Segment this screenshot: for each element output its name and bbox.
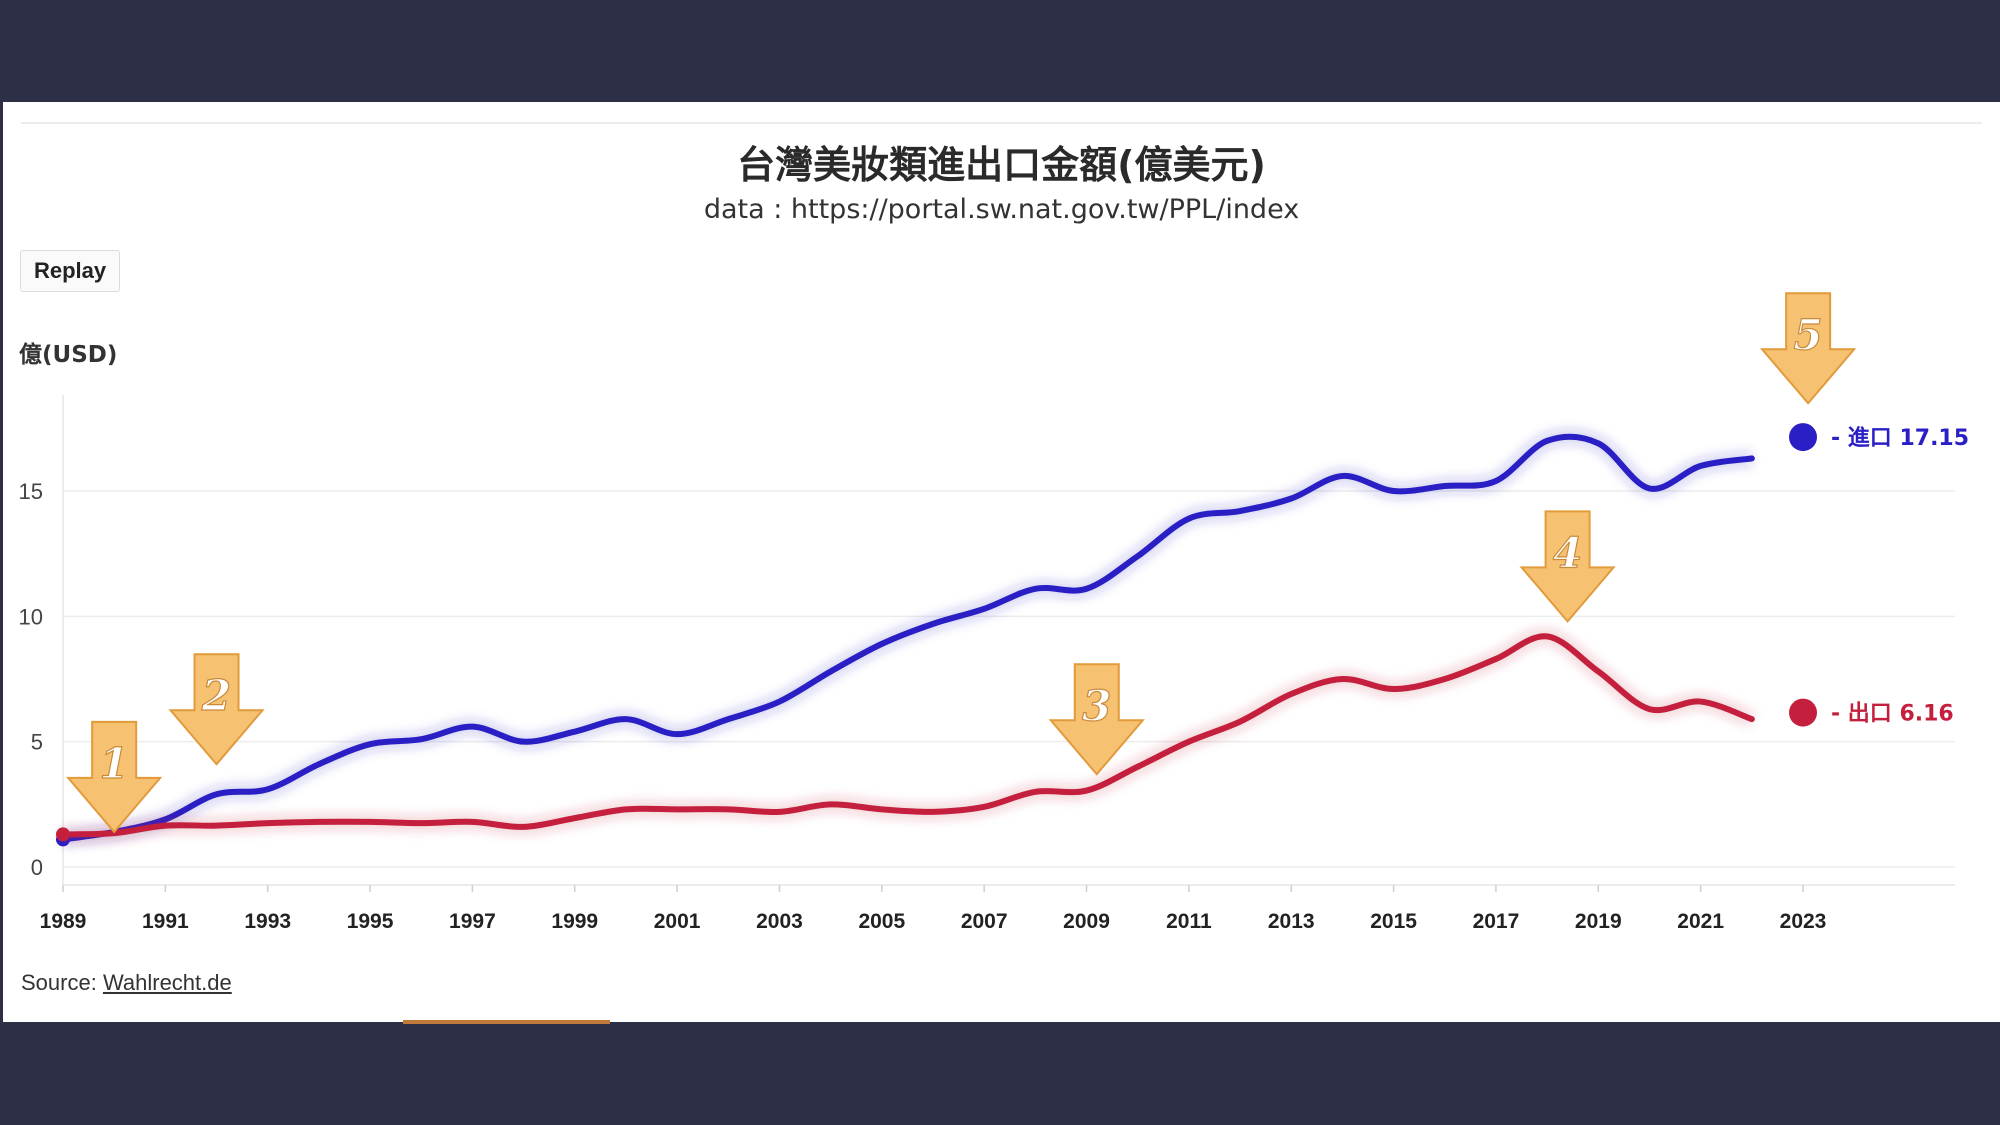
arrow-shape (168, 653, 265, 766)
chart-title: 台灣美妝類進出口金額(億美元) (737, 143, 1266, 187)
annotation-arrow-4: 4 (1519, 510, 1616, 623)
arrow-number: 4 (1553, 528, 1582, 577)
x-tick-label: 2013 (1268, 910, 1315, 933)
y-tick-label: 5 (31, 730, 43, 755)
annotation-arrow-1: 1 (66, 720, 163, 834)
arrow-shape (66, 720, 163, 834)
arrow-number: 5 (1794, 310, 1823, 359)
x-tick-label: 2017 (1473, 910, 1520, 933)
series-glow (62, 628, 1755, 843)
source-link[interactable]: Wahlrecht.de (102, 970, 232, 995)
divider (21, 122, 1982, 124)
replay-button[interactable]: Replay (20, 250, 121, 292)
series-line (60, 433, 1755, 843)
x-tick-label: 2015 (1370, 910, 1417, 933)
y-tick-label: 10 (19, 604, 43, 629)
arrow-shape (1759, 292, 1857, 405)
x-tick-label: 1989 (40, 910, 87, 933)
source-note: Source: Wahlrecht.de (21, 970, 232, 996)
y-tick-label: 15 (19, 479, 43, 504)
x-tick-label: 2009 (1063, 910, 1110, 933)
x-tick-label: 2007 (961, 910, 1008, 933)
y-grid (62, 395, 1955, 886)
arrow-number: 3 (1082, 681, 1111, 730)
series-glow (61, 428, 1753, 848)
x-tick-label: 2005 (858, 910, 905, 933)
timeline-progress (403, 1020, 610, 1024)
source-prefix: Source: (21, 970, 103, 995)
x-tick-label: 1993 (244, 910, 291, 933)
x-tick-label: 1999 (551, 910, 598, 933)
y-tick-label: 0 (31, 855, 43, 880)
x-tick-label: 2001 (654, 910, 701, 933)
x-tick-label: 1995 (347, 910, 394, 933)
arrow-number: 1 (100, 739, 129, 788)
series-layer: - 進口 17.15 - 出口 6.16 (56, 423, 1969, 848)
series-end-point (1789, 698, 1817, 727)
x-tick-label: 2011 (1166, 910, 1212, 933)
annotation-arrow-2: 2 (168, 653, 265, 766)
arrow-number: 2 (201, 671, 231, 720)
series-進口: - 進口 17.15 (56, 423, 1969, 848)
arrow-shape (1519, 510, 1616, 623)
y-axis-label: 億(USD) (19, 341, 117, 368)
y-axis: 0 5 10 15 (19, 479, 43, 880)
x-tick-label: 1997 (449, 910, 496, 933)
annotation-arrow-3: 3 (1048, 663, 1145, 776)
arrow-shape (1048, 663, 1145, 776)
annotation-arrow-5: 5 (1759, 292, 1857, 405)
series-出口: - 出口 6.16 (56, 628, 1954, 843)
annotation-arrows: 1 2 3 4 5 (66, 292, 1857, 834)
series-end-point (1789, 423, 1817, 452)
chart-panel: 台灣美妝類進出口金額(億美元) data : https://portal.sw… (3, 102, 2000, 1022)
x-tick-label: 2021 (1677, 910, 1724, 933)
series-line (60, 633, 1755, 838)
x-tick-label: 1991 (142, 910, 189, 933)
x-tick-label: 2023 (1780, 910, 1827, 933)
x-tick-label: 2019 (1575, 910, 1622, 933)
series-start-point (56, 827, 70, 842)
series-end-label: - 出口 6.16 (1831, 702, 1954, 727)
x-tick-label: 2003 (756, 910, 803, 933)
chart-subtitle: data : https://portal.sw.nat.gov.tw/PPL/… (703, 194, 1300, 225)
series-end-label: - 進口 17.15 (1831, 426, 1969, 451)
x-axis: 1989 1991 1993 1995 1997 1999 2001 2003 2005 2007… (40, 885, 1827, 933)
